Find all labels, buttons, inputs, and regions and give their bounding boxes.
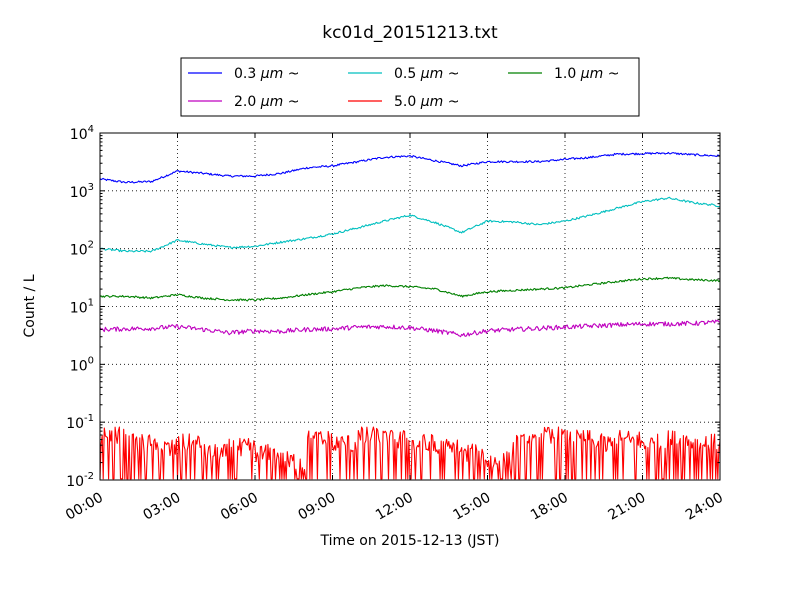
y-tick-label: 10-1 [66,413,94,432]
x-axis-label: Time on 2015-12-13 (JST) [320,533,500,549]
x-tick-label: 03:00 [141,490,184,524]
grid [100,133,720,480]
x-tick-label: 21:00 [606,490,649,524]
legend-label: 2.0 μm ~ [234,94,299,110]
x-tick-label: 18:00 [528,490,571,524]
ticks [99,132,721,481]
x-tick-label: 24:00 [683,490,726,524]
y-tick-label: 101 [70,298,94,317]
legend: 0.3 μm ~ 0.5 μm ~ 1.0 μm ~ 2.0 μm ~ 5.0 μm ~ [180,57,640,117]
series-line [99,276,721,302]
chart-title: kc01d_20151213.txt [322,23,498,43]
x-tick-label: 09:00 [296,490,339,524]
x-tick-label: 15:00 [451,490,494,524]
x-tick-label: 06:00 [218,490,261,524]
series-line [99,319,721,338]
x-tick-label: 00:00 [63,490,106,524]
y-tick-label: 104 [70,124,94,143]
y-tick-label: 102 [70,240,94,259]
legend-frame [180,57,640,117]
x-tick-labels: 00:00 03:00 06:00 09:00 12:00 15:00 18:00 21:00… [63,490,726,524]
y-tick-label: 103 [70,182,94,201]
x-tick-label: 12:00 [373,490,416,524]
y-tick-label: 100 [70,355,94,374]
series-line [99,151,721,184]
legend-label: 0.3 μm ~ [234,66,299,82]
legend-label: 0.5 μm ~ [394,66,459,82]
y-tick-labels: 10-2 10-1 100 101 102 103 104 [66,124,94,490]
legend-label: 1.0 μm ~ [554,66,619,82]
series-line [99,196,720,253]
y-axis-label: Count / L [22,274,38,337]
y-tick-label: 10-2 [66,471,94,490]
legend-label: 5.0 μm ~ [394,94,459,110]
